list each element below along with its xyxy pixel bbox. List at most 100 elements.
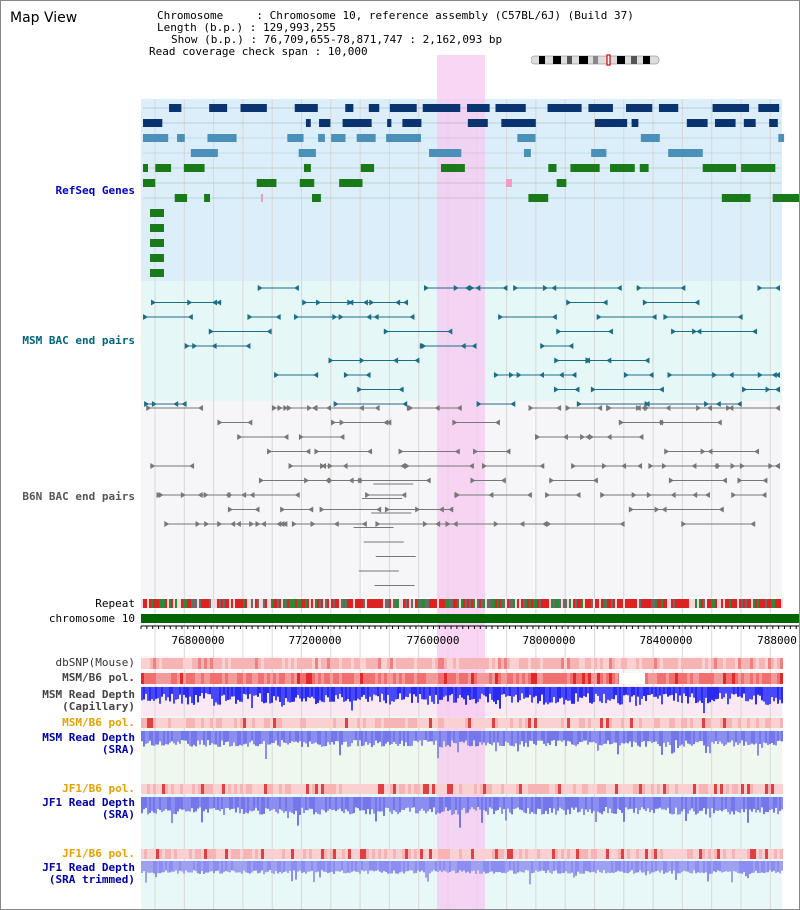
track-label-chromosome[interactable]: chromosome 10 [48, 612, 135, 625]
repeat-segment [373, 599, 375, 608]
heat-cell [666, 658, 669, 669]
repeat-segment [397, 599, 399, 608]
heat-cell [651, 718, 654, 728]
heat-cell [747, 784, 750, 794]
depth-bar [211, 687, 213, 699]
track-label-repeat[interactable]: Repeat [95, 597, 135, 610]
repeat-segment [229, 599, 231, 608]
depth-bar [301, 797, 303, 808]
depth-bar [489, 861, 491, 872]
heat-cell [261, 849, 264, 859]
repeat-segment [665, 599, 667, 608]
bac-end-marker [500, 477, 506, 484]
heat-cell [558, 718, 561, 728]
heat-cell [534, 849, 537, 859]
track-label-refseq[interactable]: RefSeq Genes [55, 184, 135, 197]
depth-bar [227, 731, 229, 742]
chromosome-bar [141, 614, 799, 623]
depth-bar [527, 797, 529, 809]
track-label-b6n-bac[interactable]: B6N BAC end pairs [22, 490, 135, 503]
repeat-segment [505, 599, 507, 608]
chromosome-label: Chromosome [157, 9, 224, 22]
depth-bar [303, 731, 305, 743]
heat-cell [426, 718, 429, 728]
depth-bar [769, 797, 771, 811]
track-label-msm-depth-capillary[interactable]: MSM Read Depth (Capillary) [42, 688, 135, 713]
depth-bar [261, 797, 263, 815]
depth-bar [267, 861, 269, 872]
track-label-dbsnp[interactable]: dbSNP(Mouse) [55, 656, 135, 669]
depth-bar [677, 687, 679, 702]
depth-bar [595, 731, 597, 744]
depth-bar [147, 797, 149, 815]
heat-cell [747, 849, 750, 859]
track-label-jf1-b6-pol-2[interactable]: JF1/B6 pol. [62, 847, 135, 860]
heat-cell [309, 658, 312, 669]
repeat-segment [663, 599, 665, 608]
heat-cell [738, 849, 741, 859]
depth-bar [733, 731, 735, 747]
bac-end-marker [671, 328, 677, 335]
bac-end-marker [651, 314, 657, 320]
repeat-segment [241, 599, 243, 608]
heat-cell [273, 658, 276, 669]
heat-cell [195, 673, 198, 684]
track-label-msm-depth-sra[interactable]: MSM Read Depth (SRA) [42, 731, 135, 756]
heat-cell [582, 673, 585, 684]
heat-cell [672, 673, 675, 684]
depth-bar [639, 731, 641, 747]
track-label-jf1-b6-pol-1[interactable]: JF1/B6 pol. [62, 782, 135, 795]
depth-bar [581, 687, 583, 698]
heat-cell [654, 849, 657, 859]
depth-bar [493, 797, 495, 815]
depth-bar [735, 861, 737, 872]
bac-end-marker [271, 405, 277, 411]
depth-bar [629, 861, 631, 872]
heat-cell [162, 673, 165, 684]
heat-cell [252, 718, 255, 728]
heat-cell [477, 784, 480, 794]
repeat-segment [645, 599, 647, 608]
depth-bar [647, 687, 649, 696]
track-label-msm-bac[interactable]: MSM BAC end pairs [22, 334, 135, 347]
bac-end-marker [519, 521, 525, 527]
depth-bar [753, 861, 755, 873]
depth-bar [169, 797, 171, 811]
repeat-segment [555, 599, 557, 608]
heat-cell [405, 658, 408, 669]
depth-bar [723, 731, 725, 746]
track-label-jf1-depth-sra[interactable]: JF1 Read Depth (SRA) [42, 796, 135, 821]
depth-bar [773, 731, 775, 745]
depth-bar [541, 797, 543, 815]
depth-bar [429, 687, 431, 696]
heat-cell [453, 673, 456, 684]
track-label-msm-b6-pol-1[interactable]: MSM/B6 pol. [62, 671, 135, 684]
bac-end-marker [696, 405, 702, 411]
heat-cell [231, 849, 234, 859]
heat-cell [342, 784, 345, 794]
heat-cell [186, 849, 189, 859]
depth-bar [419, 797, 421, 811]
track-label-jf1-depth-trimmed[interactable]: JF1 Read Depth (SRA trimmed) [42, 861, 135, 886]
heat-cell [246, 718, 249, 728]
depth-bar [457, 731, 459, 753]
heat-cell [414, 718, 417, 728]
depth-bar [629, 687, 631, 703]
depth-bar [625, 797, 627, 808]
depth-bar [533, 861, 535, 873]
depth-bar [683, 731, 685, 747]
heat-cell [330, 673, 333, 684]
heat-cell [225, 718, 228, 728]
heat-cell [756, 658, 759, 669]
depth-bar [465, 797, 467, 814]
repeat-segment [341, 599, 343, 608]
depth-bar [423, 731, 425, 741]
chromosome-ideogram[interactable] [531, 54, 661, 66]
bac-end-marker [539, 463, 545, 469]
bac-end-marker [249, 492, 255, 498]
track-label-msm-b6-pol-2[interactable]: MSM/B6 pol. [62, 716, 135, 729]
heat-cell [723, 673, 726, 684]
heat-cell [486, 784, 489, 794]
heat-cell [570, 849, 573, 859]
